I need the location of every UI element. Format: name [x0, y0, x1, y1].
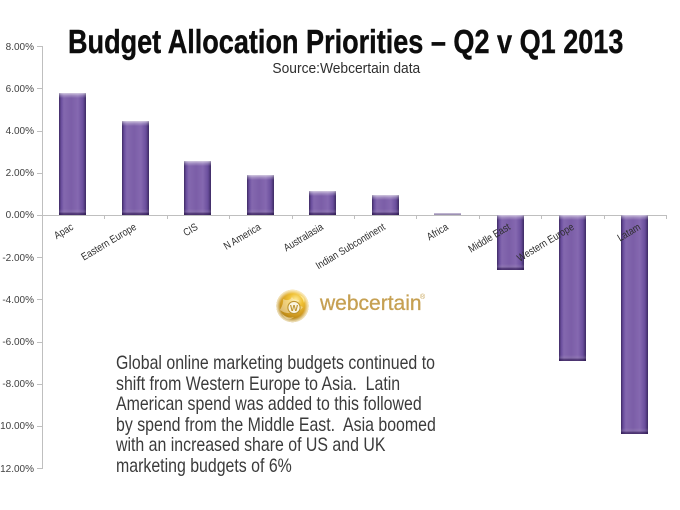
svg-text:W: W [290, 303, 299, 313]
